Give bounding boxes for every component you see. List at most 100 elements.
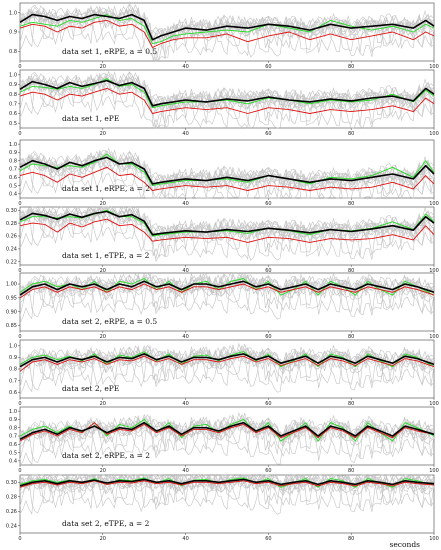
x-tick-label: 60 (265, 536, 271, 542)
red-series-line (19, 480, 435, 488)
x-tick-label: 20 (100, 536, 106, 542)
black-series-line (19, 79, 435, 107)
x-tick-label: 80 (348, 201, 354, 207)
panel-label: data set 2, eRPE, a = 0.5 (62, 317, 157, 326)
black-series-line (19, 421, 435, 441)
x-tick-label: 100 (429, 334, 439, 340)
x-tick-label: 0 (18, 401, 21, 407)
y-tick-label: 1.0 (9, 142, 17, 148)
ensemble-line (19, 350, 435, 396)
ensemble-line (19, 207, 435, 261)
y-tick-label: 0.8 (9, 158, 17, 164)
x-tick-label: 100 (429, 131, 439, 137)
x-tick-label: 60 (265, 201, 271, 207)
x-tick-label: 40 (182, 536, 188, 542)
y-tick-label: 0.5 (9, 450, 17, 456)
ensemble-line (19, 421, 435, 464)
y-tick-label: 0.6 (9, 390, 17, 396)
y-tick-label: 1.0 (9, 344, 17, 350)
x-tick-label: 20 (100, 401, 106, 407)
ensemble-line (19, 474, 435, 511)
black-series-line (19, 210, 435, 236)
x-tick-label: 80 (348, 131, 354, 137)
y-tick-label: 1.00 (6, 282, 17, 288)
ensemble-line (19, 76, 435, 129)
ensemble-line (19, 279, 435, 318)
green-series-line (19, 78, 435, 109)
x-tick-label: 0 (18, 201, 21, 207)
y-tick-label: 1.0 (9, 10, 17, 16)
y-tick-label: 0.8 (9, 49, 17, 55)
x-tick-label: 100 (429, 268, 439, 274)
y-tick-label: 0.24 (6, 523, 17, 529)
y-tick-label: 0.5 (9, 183, 17, 189)
ensemble-line (19, 11, 435, 58)
y-tick-label: 0.90 (6, 309, 17, 315)
panel-label: data set 1, eRPE, a = 2 (62, 184, 150, 193)
x-tick-label: 60 (265, 401, 271, 407)
x-tick-label: 80 (348, 268, 354, 274)
y-tick-label: 0.5 (9, 121, 17, 127)
x-tick-label: 0 (18, 468, 21, 474)
ensemble-line (19, 3, 435, 59)
panel-label: data set 2, eTPE, a = 2 (62, 519, 150, 528)
x-tick-label: 100 (429, 64, 439, 70)
panel-label: data set 1, eRPE, a = 0.5 (62, 47, 157, 56)
x-tick-label: 0 (18, 268, 21, 274)
y-tick-label: 0.9 (9, 30, 17, 36)
x-tick-label: 80 (348, 468, 354, 474)
ensemble-line (19, 208, 435, 259)
y-tick-label: 0.7 (9, 434, 17, 440)
panel-4: 0.30 0.28 0.26 0.24 0.220 20 40 60 80 100 data set… (6, 205, 439, 274)
x-tick-label: 40 (182, 468, 188, 474)
x-tick-label: 80 (348, 536, 354, 542)
black-series-line (19, 478, 435, 487)
ensemble-line (19, 346, 435, 386)
x-tick-label: 60 (265, 131, 271, 137)
y-tick-label: 0.7 (9, 378, 17, 384)
x-tick-label: 60 (265, 334, 271, 340)
panel-6: 1.0 0.9 0.8 0.7 0.60 20 40 60 80 100 data set 2, e… (9, 339, 439, 407)
y-tick-label: 0.28 (6, 494, 17, 500)
black-series-line (19, 13, 435, 41)
x-tick-label: 60 (265, 64, 271, 70)
x-tick-label: 60 (265, 468, 271, 474)
panel-3: 1.0 0.9 0.8 0.7 0.6 0.5 0.40 20 40 60 80 100 data se… (9, 139, 439, 207)
ensemble-line (19, 155, 435, 199)
red-series-line (19, 87, 435, 114)
x-tick-label: 80 (348, 401, 354, 407)
x-tick-label: 0 (18, 131, 21, 137)
y-tick-label: 0.24 (6, 247, 17, 253)
y-tick-label: 0.85 (6, 323, 17, 329)
y-tick-label: 0.8 (9, 367, 17, 373)
x-tick-label: 20 (100, 468, 106, 474)
panel-7: 1.0 0.9 0.8 0.7 0.6 0.5 0.40 20 40 60 80 100 data se… (9, 406, 439, 474)
ensemble-line (19, 416, 435, 457)
y-tick-label: 0.6 (9, 442, 17, 448)
x-tick-label: 20 (100, 64, 106, 70)
panel-2: 1.0 0.9 0.8 0.7 0.6 0.50 20 40 60 80 100 data set 1… (9, 69, 439, 137)
y-tick-label: 0.9 (9, 355, 17, 361)
red-series-line (19, 166, 435, 191)
ensemble-line (19, 206, 435, 256)
x-tick-label: 40 (182, 334, 188, 340)
panel-1: 1.0 0.9 0.8 0 20 40 60 80 100 data set 1, eRPE, a… (9, 2, 439, 70)
ensemble-line (19, 352, 435, 391)
y-tick-label: 0.6 (9, 111, 17, 117)
y-tick-label: 0.9 (9, 150, 17, 156)
y-tick-label: 0.30 (6, 480, 17, 486)
ensemble-line (19, 153, 435, 199)
ensemble-line (19, 77, 435, 128)
ensemble-line (19, 420, 435, 466)
x-tick-label: 20 (100, 268, 106, 274)
x-tick-label: 20 (100, 201, 106, 207)
x-tick-label: 20 (100, 334, 106, 340)
green-series-line (19, 153, 435, 187)
green-series-line (19, 14, 435, 45)
panel-label: data set 2, eRPE, a = 2 (62, 451, 150, 460)
panel-label: data set 1, ePE (62, 114, 119, 123)
y-tick-label: 0.28 (6, 221, 17, 227)
y-tick-label: 0.30 (6, 208, 17, 214)
